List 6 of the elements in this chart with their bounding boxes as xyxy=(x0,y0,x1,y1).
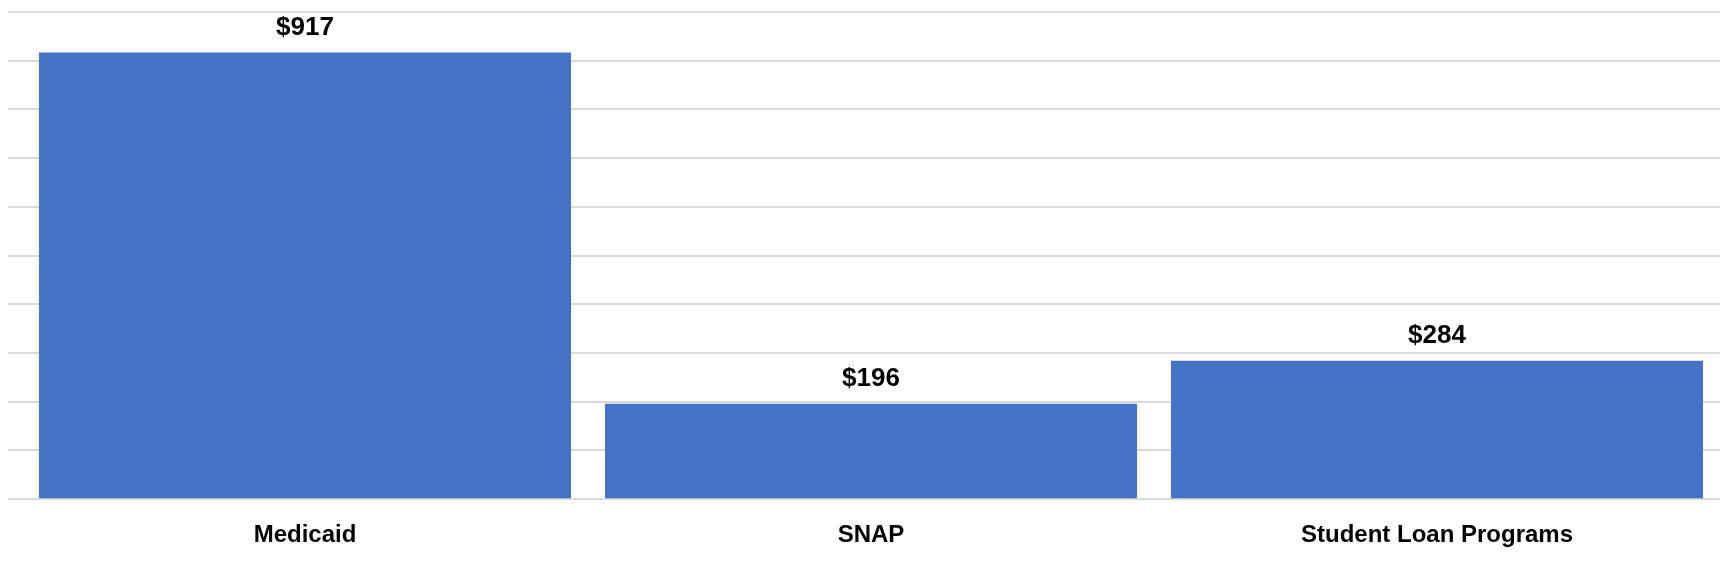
x-tick-label: Medicaid xyxy=(253,520,357,548)
data-label: $196 xyxy=(842,361,900,392)
x-tick-label: Student Loan Programs xyxy=(1300,520,1574,548)
data-label: $917 xyxy=(276,10,334,41)
data-label: $284 xyxy=(1408,319,1467,350)
x-tick-label: SNAP xyxy=(837,520,905,548)
